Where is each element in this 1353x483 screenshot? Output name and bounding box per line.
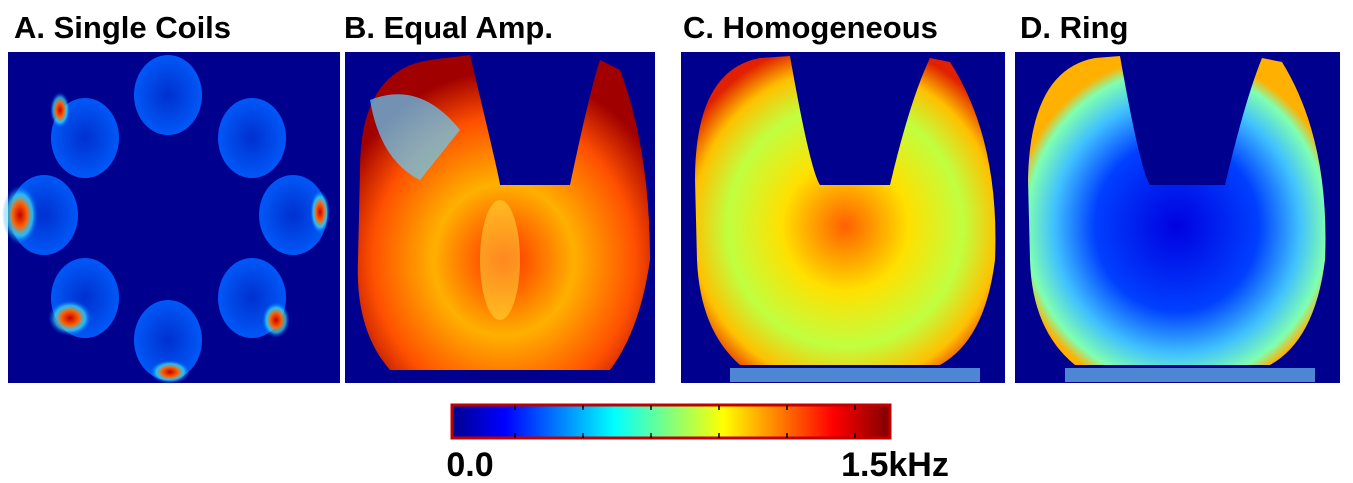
panel-b	[345, 52, 655, 383]
panel-title: C. Homogeneous	[683, 10, 938, 45]
panel-d	[1015, 52, 1340, 383]
colorbar: 0.0 1.5kHz	[446, 403, 949, 483]
colorbar-max-label: 1.5kHz	[841, 446, 949, 483]
panel-title: B. Equal Amp.	[344, 10, 553, 45]
panel-title: D. Ring	[1020, 10, 1129, 45]
panel-a	[2, 52, 340, 384]
panel-c	[681, 52, 1005, 383]
panel-title: A. Single Coils	[14, 10, 231, 45]
colorbar-min-label: 0.0	[446, 446, 493, 483]
